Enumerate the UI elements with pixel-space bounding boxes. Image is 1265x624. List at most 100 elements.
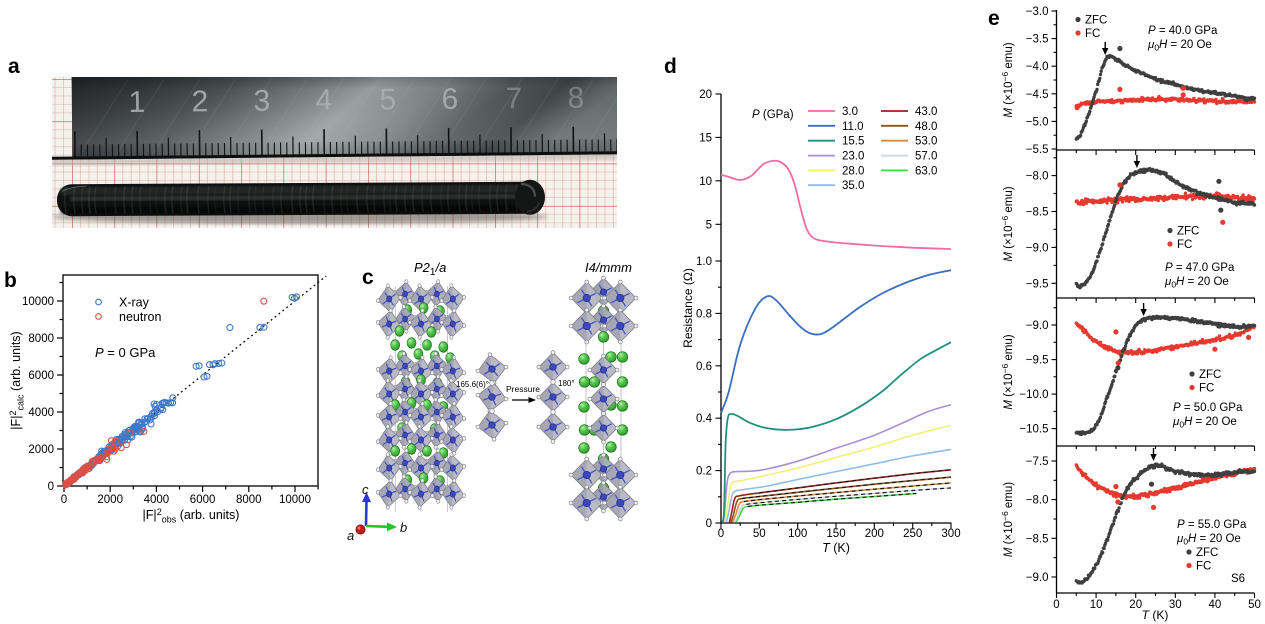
svg-text:I4/mmm: I4/mmm <box>585 260 632 275</box>
svg-text:0.6: 0.6 <box>696 361 712 373</box>
svg-text:43.0: 43.0 <box>915 106 937 118</box>
svg-text:ZFC: ZFC <box>1177 226 1199 238</box>
svg-text:0: 0 <box>718 528 724 540</box>
svg-text:−4.5: −4.5 <box>1026 89 1049 101</box>
svg-text:2: 2 <box>191 85 208 118</box>
svg-text:5: 5 <box>379 83 396 116</box>
svg-text:57.0: 57.0 <box>915 151 937 163</box>
svg-text:−3.0: −3.0 <box>1026 6 1049 18</box>
svg-text:0: 0 <box>1053 599 1059 611</box>
svg-text:8: 8 <box>567 82 584 115</box>
svg-text:3.0: 3.0 <box>842 106 858 118</box>
svg-text:−8.0: −8.0 <box>1026 171 1049 183</box>
svg-text:−5.0: −5.0 <box>1026 116 1049 128</box>
svg-text:−9.0: −9.0 <box>1026 242 1049 254</box>
svg-text:20: 20 <box>699 89 712 101</box>
svg-text:0.4: 0.4 <box>696 413 713 425</box>
svg-text:20: 20 <box>1129 599 1142 611</box>
svg-text:53.0: 53.0 <box>915 136 937 148</box>
svg-text:100: 100 <box>788 528 807 540</box>
svg-text:0: 0 <box>61 494 67 506</box>
svg-text:6000: 6000 <box>190 494 216 506</box>
svg-text:b: b <box>4 269 17 292</box>
svg-text:10: 10 <box>1090 599 1103 611</box>
svg-text:ZFC: ZFC <box>1085 15 1107 27</box>
svg-text:−9.0: −9.0 <box>1026 572 1049 584</box>
svg-text:200: 200 <box>865 528 884 540</box>
svg-text:M (×10−6 emu): M (×10−6 emu) <box>1000 42 1015 117</box>
svg-text:300: 300 <box>941 528 960 540</box>
svg-text:−8.0: −8.0 <box>1026 495 1049 507</box>
svg-text:Pressure: Pressure <box>506 384 540 394</box>
svg-text:35.0: 35.0 <box>842 180 864 192</box>
svg-text:−7.5: −7.5 <box>1026 456 1049 468</box>
svg-text:1.0: 1.0 <box>696 256 712 268</box>
svg-text:e: e <box>988 7 1000 30</box>
svg-text:50: 50 <box>753 528 766 540</box>
svg-text:neutron: neutron <box>119 310 161 324</box>
svg-text:1: 1 <box>128 86 145 119</box>
svg-text:b: b <box>400 520 407 535</box>
svg-text:0.2: 0.2 <box>696 466 712 478</box>
svg-text:4000: 4000 <box>28 407 54 419</box>
svg-text:2000: 2000 <box>28 444 54 456</box>
svg-text:50: 50 <box>1248 599 1261 611</box>
svg-text:FC: FC <box>1085 28 1100 40</box>
svg-text:180°: 180° <box>558 379 575 388</box>
svg-text:48.0: 48.0 <box>915 121 937 133</box>
svg-text:8000: 8000 <box>28 333 54 345</box>
svg-text:10000: 10000 <box>279 494 311 506</box>
svg-text:P = 55.0 GPa: P = 55.0 GPa <box>1177 519 1247 531</box>
svg-text:M (×10−6 emu): M (×10−6 emu) <box>1000 334 1015 409</box>
svg-text:−8.5: −8.5 <box>1026 533 1049 545</box>
svg-text:d: d <box>664 55 677 78</box>
svg-text:P21/a: P21/a <box>414 260 446 278</box>
svg-text:P (GPa): P (GPa) <box>752 109 794 121</box>
svg-text:10: 10 <box>699 176 712 188</box>
svg-text:|F|2obs (arb. units): |F|2obs (arb. units) <box>143 507 240 525</box>
svg-text:8000: 8000 <box>236 494 262 506</box>
svg-text:P = 47.0 GPa: P = 47.0 GPa <box>1165 262 1235 274</box>
svg-text:4000: 4000 <box>144 494 170 506</box>
svg-text:a: a <box>347 528 354 543</box>
svg-text:X-ray: X-ray <box>119 296 150 310</box>
svg-text:FC: FC <box>1196 561 1211 573</box>
svg-text:μ0H = 20 Oe: μ0H = 20 Oe <box>1176 533 1241 547</box>
svg-text:a: a <box>8 55 20 78</box>
svg-text:M (×10−6 emu): M (×10−6 emu) <box>1000 482 1015 557</box>
svg-text:63.0: 63.0 <box>915 165 937 177</box>
svg-text:0.8: 0.8 <box>696 308 712 320</box>
svg-text:μ0H = 20 Oe: μ0H = 20 Oe <box>1172 416 1237 430</box>
svg-text:7: 7 <box>505 82 522 115</box>
svg-text:−3.5: −3.5 <box>1026 34 1049 46</box>
svg-text:15: 15 <box>699 132 712 144</box>
svg-text:P = 40.0 GPa: P = 40.0 GPa <box>1148 25 1218 37</box>
svg-text:Resistance (Ω): Resistance (Ω) <box>681 268 695 348</box>
svg-text:ZFC: ZFC <box>1196 547 1218 559</box>
svg-text:3: 3 <box>253 85 270 118</box>
svg-text:−8.5: −8.5 <box>1026 207 1049 219</box>
svg-text:c: c <box>362 266 374 289</box>
svg-text:−4.0: −4.0 <box>1026 61 1049 73</box>
svg-text:S6: S6 <box>1231 573 1245 585</box>
svg-text:5: 5 <box>706 219 712 231</box>
svg-text:40: 40 <box>1209 599 1222 611</box>
svg-text:11.0: 11.0 <box>842 121 864 133</box>
svg-text:P = 0 GPa: P = 0 GPa <box>95 345 156 360</box>
svg-text:−9.0: −9.0 <box>1026 320 1049 332</box>
svg-text:|F|2calc (arb. units): |F|2calc (arb. units) <box>8 331 26 429</box>
svg-text:−10.5: −10.5 <box>1019 424 1048 436</box>
svg-text:−9.5: −9.5 <box>1026 278 1049 290</box>
svg-text:150: 150 <box>826 528 845 540</box>
svg-text:FC: FC <box>1177 239 1192 251</box>
svg-text:FC: FC <box>1199 383 1214 395</box>
svg-text:c: c <box>362 482 369 497</box>
svg-text:M (×10−6 emu): M (×10−6 emu) <box>1000 186 1015 261</box>
svg-text:2000: 2000 <box>97 494 123 506</box>
svg-text:165.6(6)°: 165.6(6)° <box>456 380 489 389</box>
svg-text:P = 50.0 GPa: P = 50.0 GPa <box>1173 402 1243 414</box>
svg-text:23.0: 23.0 <box>842 151 864 163</box>
svg-text:−10.0: −10.0 <box>1019 389 1048 401</box>
svg-text:30: 30 <box>1169 599 1182 611</box>
svg-text:15.5: 15.5 <box>842 136 864 148</box>
